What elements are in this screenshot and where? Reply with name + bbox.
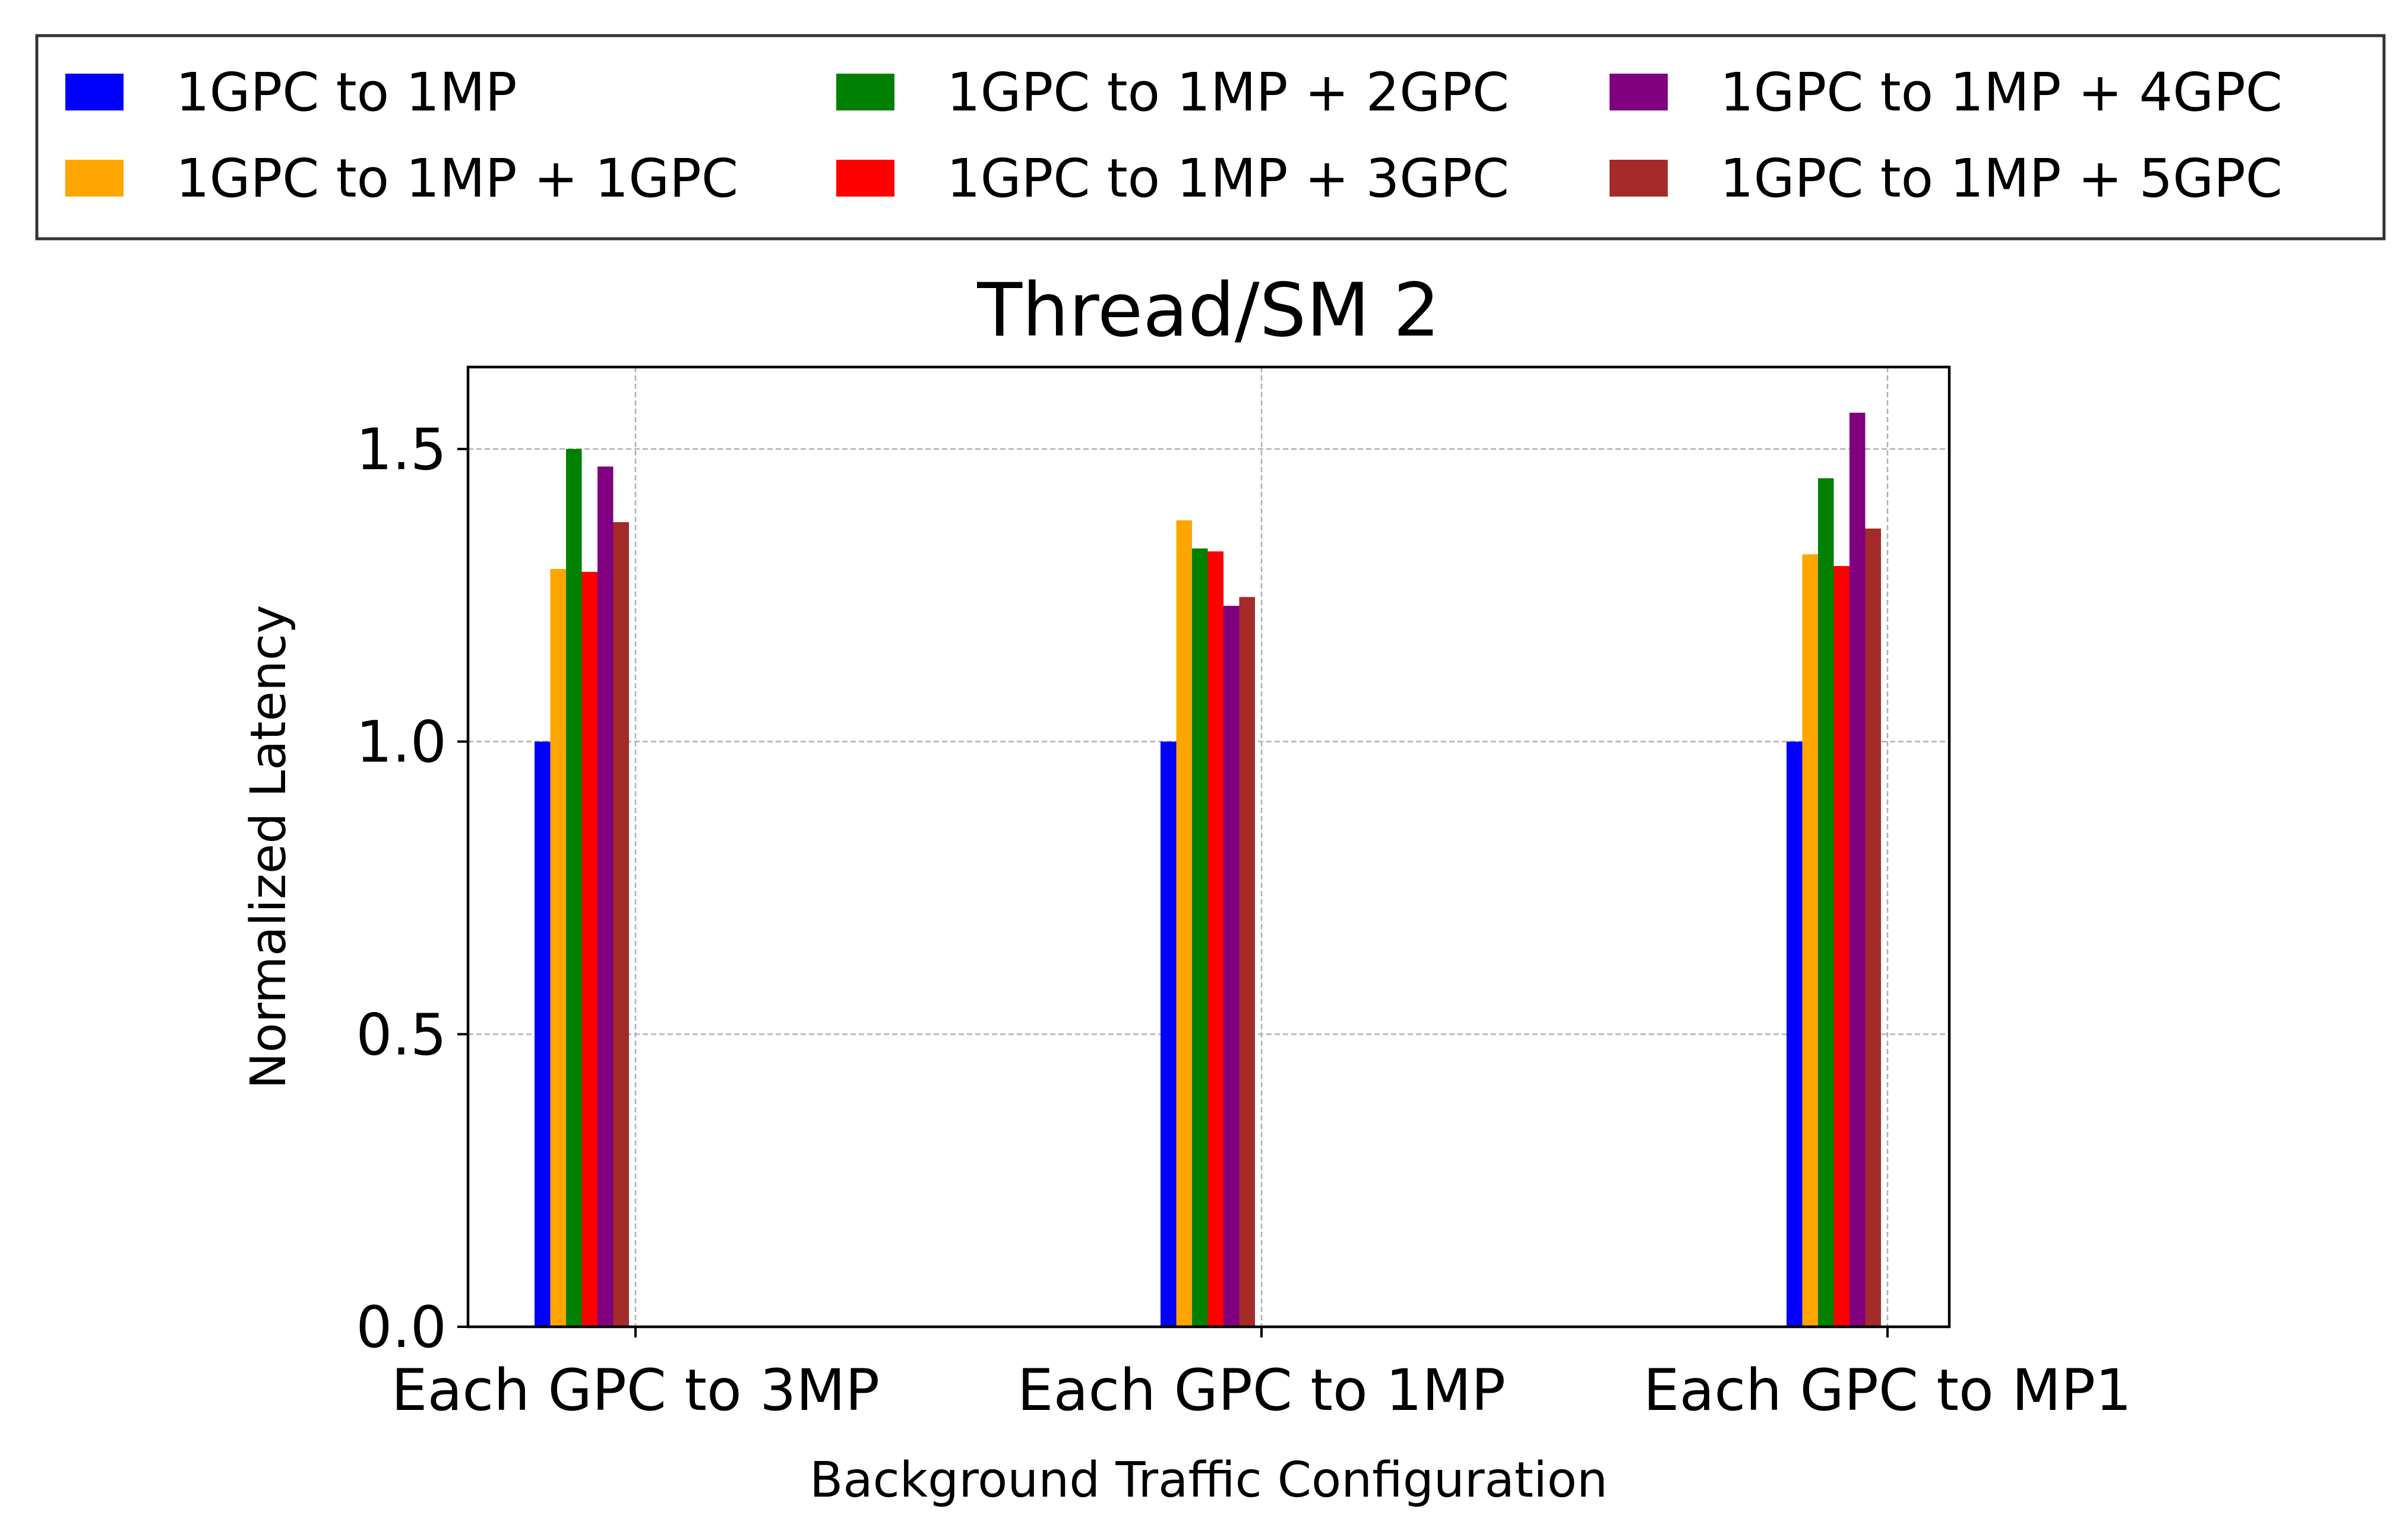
legend: 1GPC to 1MP 1GPC to 1MP + 1GPC 1GPC to 1MP… <box>35 34 2386 241</box>
x-axis-label: Background Traffic Configuration <box>810 1452 1608 1509</box>
y-axis-label: Normalized Latency <box>241 605 297 1089</box>
x-tick-label: Each GPC to 3MP <box>391 1357 880 1424</box>
legend-item: 1GPC to 1MP + 3GPC <box>836 147 1509 209</box>
legend-item: 1GPC to 1MP + 4GPC <box>1610 61 2282 123</box>
y-axis: 0.0 0.5 1.0 1.5 <box>356 416 468 1361</box>
x-tick-label: Each GPC to 1MP <box>1017 1357 1506 1424</box>
legend-swatch <box>1610 160 1668 197</box>
y-tick-label: 1.0 <box>356 709 447 776</box>
plot-frame <box>466 365 1951 1329</box>
bar <box>1239 597 1255 1327</box>
chart-title: Thread/SM 2 <box>976 268 1440 353</box>
bar <box>566 448 582 1327</box>
legend-item: 1GPC to 1MP + 2GPC <box>836 61 1509 123</box>
legend-frame <box>35 34 2386 241</box>
legend-swatch <box>836 74 894 110</box>
legend-item: 1GPC to 1MP + 1GPC <box>65 147 738 209</box>
legend-label: 1GPC to 1MP + 4GPC <box>1720 61 2282 123</box>
bar <box>1865 528 1881 1327</box>
bar <box>1787 741 1803 1327</box>
legend-label: 1GPC to 1MP + 5GPC <box>1720 147 2282 209</box>
legend-label: 1GPC to 1MP + 2GPC <box>947 61 1509 123</box>
bar <box>1223 606 1240 1327</box>
legend-item: 1GPC to 1MP <box>65 61 517 123</box>
bar <box>1849 412 1866 1327</box>
legend-label: 1GPC to 1MP + 3GPC <box>947 147 1509 209</box>
y-tick-label: 1.5 <box>356 416 447 483</box>
bar <box>1818 478 1834 1327</box>
bar <box>1161 741 1177 1327</box>
x-tick-label: Each GPC to MP1 <box>1643 1357 2132 1424</box>
bar <box>1207 551 1223 1327</box>
bar <box>1176 520 1192 1327</box>
bar <box>1192 548 1208 1327</box>
legend-swatch <box>65 160 124 197</box>
bar <box>1802 554 1818 1327</box>
bar <box>597 466 614 1327</box>
bar <box>550 568 566 1327</box>
bar <box>535 741 551 1327</box>
bar <box>1833 566 1849 1327</box>
legend-label: 1GPC to 1MP + 1GPC <box>176 147 738 209</box>
y-tick-label: 0.0 <box>356 1294 447 1361</box>
bar <box>581 571 597 1327</box>
legend-swatch <box>1610 74 1668 110</box>
x-axis: Each GPC to 3MP Each GPC to 1MP Each GPC t… <box>391 1327 2132 1424</box>
legend-swatch <box>65 74 124 110</box>
legend-item: 1GPC to 1MP + 5GPC <box>1610 147 2282 209</box>
legend-swatch <box>836 160 894 197</box>
y-tick-label: 0.5 <box>356 1001 447 1068</box>
bar <box>613 522 629 1327</box>
bars <box>535 412 1881 1327</box>
legend-label: 1GPC to 1MP <box>176 61 517 123</box>
